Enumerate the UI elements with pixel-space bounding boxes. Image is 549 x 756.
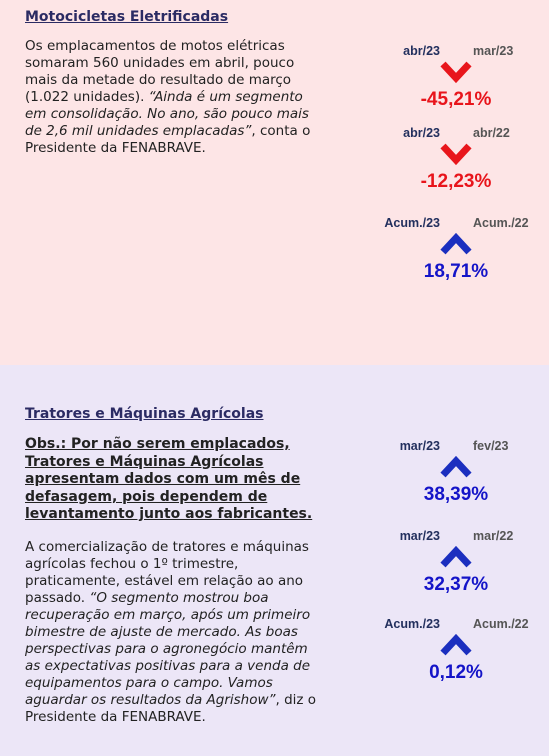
label-previous: mar/23 <box>473 44 514 58</box>
change-value: 0,12% <box>429 662 483 683</box>
label-previous: fev/23 <box>473 439 509 453</box>
chevron <box>440 455 472 478</box>
change-value: -45,21% <box>420 89 492 110</box>
note: Obs.: Por não serem emplacados, Tratores… <box>25 436 313 522</box>
arrow-up <box>440 455 472 478</box>
text-segment: , diz o Presidente da FENABRAVE. <box>25 692 317 725</box>
label-current: Acum./23 <box>384 216 440 230</box>
section: Tratores e Máquinas Agrícolas Obs.: Por n… <box>0 365 549 756</box>
label-current: mar/23 <box>399 529 440 543</box>
text-segment: “Ainda é um segmento em consolidação. No… <box>25 89 309 139</box>
label-previous: abr/22 <box>473 126 510 140</box>
text-segment: , conta o Presidente da FENABRAVE. <box>25 123 311 156</box>
label-previous: Acum./22 <box>473 216 529 230</box>
arrow-down <box>440 61 472 84</box>
label-current: mar/23 <box>399 439 440 453</box>
arrow-down <box>440 143 472 166</box>
section-title: Motocicletas Eletrificadas <box>25 9 229 25</box>
change-value: 38,39% <box>423 484 489 505</box>
paragraph: Os emplacamentos de motos elétricas soma… <box>25 38 317 157</box>
paragraph: A comercialização de tratores e máquinas… <box>25 539 317 726</box>
chevron <box>440 61 472 84</box>
change-value: -12,23% <box>420 171 492 192</box>
section: Motocicletas Eletrificadas Os emplacament… <box>0 0 549 365</box>
label-previous: Acum./22 <box>473 617 529 631</box>
arrow-up <box>440 232 472 255</box>
text-segment: A comercialização de tratores e máquinas… <box>25 539 309 606</box>
label-previous: mar/22 <box>473 529 514 543</box>
chevron <box>440 143 472 166</box>
chevron <box>440 633 472 656</box>
chevron <box>440 232 472 255</box>
arrow-up <box>440 545 472 568</box>
text-segment: Os emplacamentos de motos elétricas soma… <box>25 38 295 105</box>
change-value: 32,37% <box>423 574 489 595</box>
change-value: 18,71% <box>423 261 489 282</box>
label-current: Acum./23 <box>384 617 440 631</box>
label-current: abr/23 <box>403 44 440 58</box>
text-segment: “O segmento mostrou boa recuperação em m… <box>25 590 311 708</box>
label-current: abr/23 <box>403 126 440 140</box>
arrow-up <box>440 633 472 656</box>
section-title: Tratores e Máquinas Agrícolas <box>25 406 264 422</box>
chevron <box>440 545 472 568</box>
